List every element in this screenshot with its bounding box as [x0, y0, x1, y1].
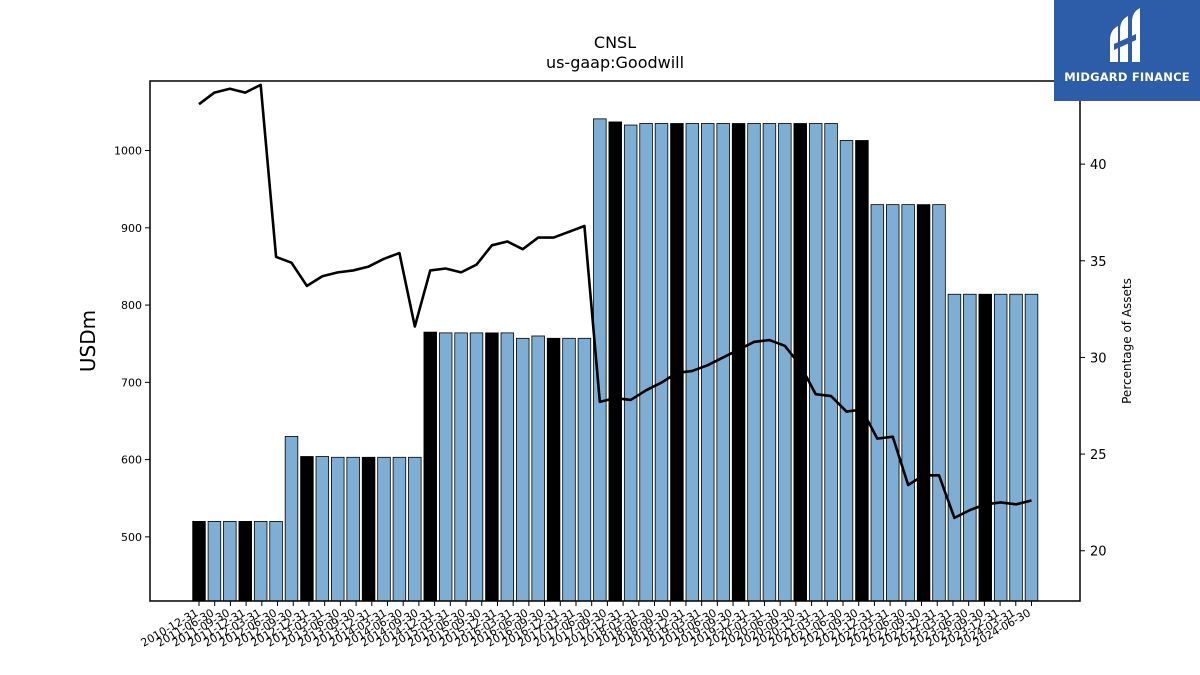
bar-2010-12-31: [192, 521, 206, 602]
y-axis-right-label: Percentage of Assets: [1120, 278, 1134, 404]
y-right-tick-label: 35: [1090, 255, 1107, 270]
bar-2011-12-31: [253, 521, 268, 602]
bar-2021-06-30: [839, 140, 854, 602]
bar-2011-06-30: [223, 521, 237, 602]
bar-2022-03-31: [886, 204, 900, 602]
bar-2021-09-30: [855, 140, 869, 602]
bar-2018-03-31: [639, 123, 653, 602]
bar-2012-03-31: [269, 521, 283, 602]
plot-frame: [149, 80, 1081, 602]
bar-2018-09-30: [670, 123, 684, 602]
y-tick-label: 1000: [114, 145, 142, 158]
y-tick-label: 500: [121, 531, 142, 544]
x-axis: 2010-12-312011-06-302011-09-302011-12-31…: [139, 601, 1033, 650]
line-series: [198, 83, 1032, 520]
bar-2019-06-30: [716, 123, 730, 602]
bar-2023-12-31: [993, 293, 1008, 602]
bar-2011-09-30: [238, 521, 252, 602]
bar-2022-12-31: [932, 204, 946, 602]
bar-2020-06-30: [778, 123, 792, 602]
bar-2022-06-30: [901, 204, 915, 602]
y-tick-label: 600: [121, 454, 142, 467]
bar-2023-03-31: [947, 293, 962, 602]
bar-2019-12-31: [747, 123, 761, 602]
y-axis-right: 20 25 30 35 40: [1080, 158, 1107, 560]
bar-2023-09-30: [978, 293, 992, 602]
bar-2014-06-30: [408, 456, 422, 602]
y-right-tick-label: 20: [1090, 545, 1107, 560]
bar-2013-06-30: [346, 456, 360, 602]
bar-2016-09-30: [546, 337, 561, 602]
y-tick-label: 700: [121, 376, 142, 389]
bar-2012-06-30: [284, 436, 299, 602]
bar-2021-03-31: [824, 123, 838, 602]
bar-2018-12-31: [685, 123, 700, 602]
bar-2016-03-31: [516, 337, 530, 602]
bar-2023-06-30: [963, 293, 977, 602]
midgard-logo-icon: [1110, 8, 1140, 62]
bar-2022-09-30: [916, 204, 931, 602]
y-axis-left: 500 600 700 800 900 1000: [114, 145, 150, 544]
bar-2017-03-31: [577, 337, 592, 602]
bar-2021-12-31: [870, 204, 885, 602]
chart-title: CNSL: [594, 33, 636, 52]
bar-2024-06-30: [1024, 293, 1039, 602]
bar-2018-06-30: [654, 123, 669, 602]
bar-2016-12-31: [562, 337, 576, 602]
bar-2015-12-31: [500, 332, 515, 602]
y-tick-label: 900: [121, 222, 142, 235]
percentage-line: [198, 83, 1032, 520]
bar-2014-03-31: [392, 456, 407, 602]
y-right-tick-label: 25: [1090, 448, 1107, 463]
bar-2015-03-31: [454, 332, 468, 602]
bar-2015-09-30: [485, 332, 499, 602]
bar-series: [192, 118, 1039, 602]
bar-2012-09-30: [300, 456, 314, 602]
bar-2019-09-30: [731, 123, 746, 602]
bar-2015-06-30: [469, 332, 484, 602]
brand-logo: MIDGARD FINANCE: [1054, 0, 1200, 101]
bar-2011-03-31: [207, 521, 222, 602]
y-right-tick-label: 40: [1090, 158, 1107, 173]
chart-subtitle: us-gaap:Goodwill: [546, 53, 684, 72]
bar-2016-06-30: [531, 335, 545, 602]
bar-2012-12-31: [315, 456, 330, 602]
bar-2017-12-31: [623, 124, 638, 602]
bar-2013-12-31: [377, 456, 391, 602]
bar-2020-12-31: [808, 123, 823, 602]
bar-2020-09-30: [793, 123, 807, 602]
bar-2017-09-30: [608, 121, 622, 602]
bar-2013-09-30: [361, 456, 376, 602]
bar-2020-03-31: [762, 123, 777, 602]
bar-2014-12-31: [438, 332, 453, 602]
y-right-tick-label: 30: [1090, 351, 1107, 366]
y-tick-label: 800: [121, 299, 142, 312]
bar-2014-09-30: [423, 331, 437, 602]
y-axis-label: USDm: [76, 310, 100, 372]
brand-name: MIDGARD FINANCE: [1064, 70, 1190, 84]
bar-2024-03-31: [1009, 293, 1023, 602]
bar-2013-03-31: [331, 456, 345, 602]
